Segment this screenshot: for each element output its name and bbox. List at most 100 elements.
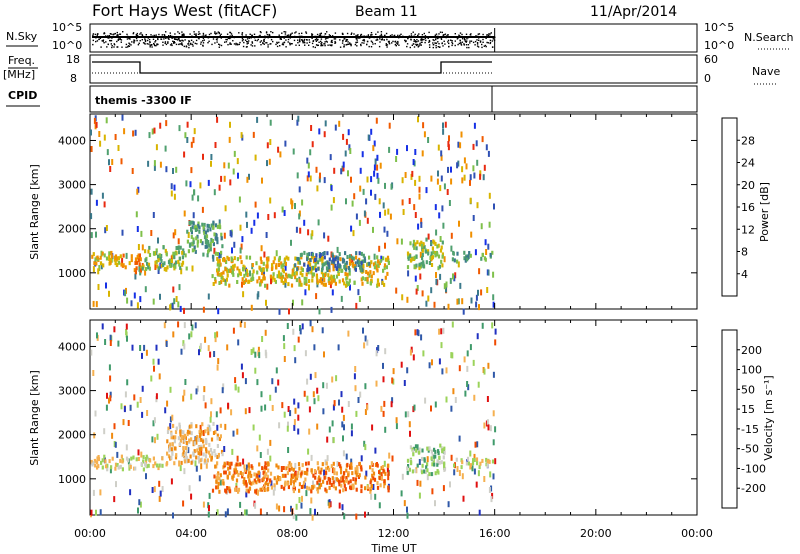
nsky-dot <box>259 31 262 33</box>
nsky-dot <box>410 33 413 35</box>
scatter-point <box>358 296 361 302</box>
echo-cell <box>273 483 276 488</box>
echo-cell <box>203 230 206 235</box>
echo-cell <box>422 264 425 269</box>
echo-cell <box>229 489 232 494</box>
echo-cell <box>334 256 337 261</box>
scatter-point <box>260 405 263 412</box>
scatter-point <box>244 408 247 415</box>
echo-cell <box>358 251 361 256</box>
echo-cell <box>358 257 361 262</box>
x-tick-label: 00:00 <box>681 527 713 540</box>
echo-cell <box>350 462 353 467</box>
scatter-point <box>277 379 280 386</box>
scatter-point <box>420 221 423 228</box>
echo-cell <box>320 482 323 487</box>
nsky-dot <box>397 40 399 43</box>
echo-cell <box>197 455 200 460</box>
nsky-dot <box>421 41 423 43</box>
echo-cell <box>370 461 373 466</box>
echo-cell <box>135 266 138 271</box>
scatter-point <box>92 489 95 496</box>
nsky-dot <box>208 33 211 36</box>
scatter-point <box>207 179 210 186</box>
echo-cell <box>321 261 324 266</box>
nsky-dot <box>342 39 344 42</box>
scatter-point <box>90 146 93 152</box>
echo-cell <box>441 252 444 257</box>
echo-cell <box>92 252 95 257</box>
echo-cell <box>320 270 323 275</box>
echo-cell <box>218 281 221 285</box>
scatter-point <box>153 164 156 171</box>
echo-cell <box>265 267 269 272</box>
nsky-dot <box>435 38 437 41</box>
scatter-point <box>445 367 448 374</box>
nsky-dot <box>416 39 418 41</box>
nsky-dot <box>242 45 245 48</box>
scatter-point <box>413 204 416 211</box>
echo-cell <box>231 269 234 274</box>
nsky-dot <box>169 34 172 37</box>
scatter-point <box>359 167 362 174</box>
nsky-dot <box>360 44 362 47</box>
echo-cell <box>298 466 301 471</box>
echo-cell <box>207 242 210 247</box>
scatter-point <box>366 176 369 183</box>
echo-cell <box>109 260 112 265</box>
nsky-dot <box>485 37 487 39</box>
nsky-dot <box>308 41 311 43</box>
nsky-dot <box>128 45 131 47</box>
scatter-point <box>183 210 186 217</box>
scatter-point <box>318 128 321 135</box>
nsky-dot <box>289 42 291 44</box>
echo-cell <box>356 469 359 474</box>
nsky-dot <box>343 44 345 46</box>
echo-cell <box>162 263 165 267</box>
scatter-point <box>492 294 495 301</box>
nsky-dot <box>311 34 314 36</box>
echo-cell <box>369 465 372 470</box>
scatter-point <box>278 308 281 315</box>
echo-cell <box>138 262 141 267</box>
nsky-dot <box>461 33 463 36</box>
echo-cell <box>313 255 316 260</box>
scatter-point <box>254 502 257 509</box>
scatter-point <box>186 444 189 451</box>
scatter-point <box>292 328 295 335</box>
scatter-point <box>371 424 374 431</box>
scatter-point <box>297 336 300 343</box>
echo-cell <box>355 465 359 470</box>
nsky-dot <box>92 34 94 36</box>
scatter-point <box>342 161 345 168</box>
nsky-dot <box>297 42 299 44</box>
echo-cell <box>166 461 169 466</box>
scatter-point <box>147 160 150 167</box>
scatter-point <box>165 166 168 173</box>
echo-cell <box>343 480 346 485</box>
nsky-dot <box>127 45 130 47</box>
nsky-dot <box>415 44 418 47</box>
echo-cell <box>114 254 118 259</box>
nsky-dot <box>316 39 318 41</box>
scatter-point <box>445 396 448 403</box>
echo-cell <box>346 272 349 277</box>
echo-cell <box>369 281 372 286</box>
scatter-point <box>481 136 484 143</box>
echo-cell <box>247 462 250 467</box>
echo-cell <box>333 467 336 472</box>
echo-cell <box>242 281 245 285</box>
nsky-dot <box>386 38 388 41</box>
scatter-point <box>370 176 373 183</box>
echo-cell <box>303 250 306 255</box>
echo-cell <box>361 281 364 286</box>
echo-cell <box>168 448 171 453</box>
scatter-point <box>412 406 415 413</box>
scatter-point <box>292 513 295 520</box>
echo-cell <box>452 251 455 256</box>
scatter-point <box>422 122 425 129</box>
scatter-point <box>469 179 471 186</box>
echo-cell <box>241 474 244 479</box>
echo-cell <box>341 268 344 273</box>
echo-cell <box>437 451 440 456</box>
